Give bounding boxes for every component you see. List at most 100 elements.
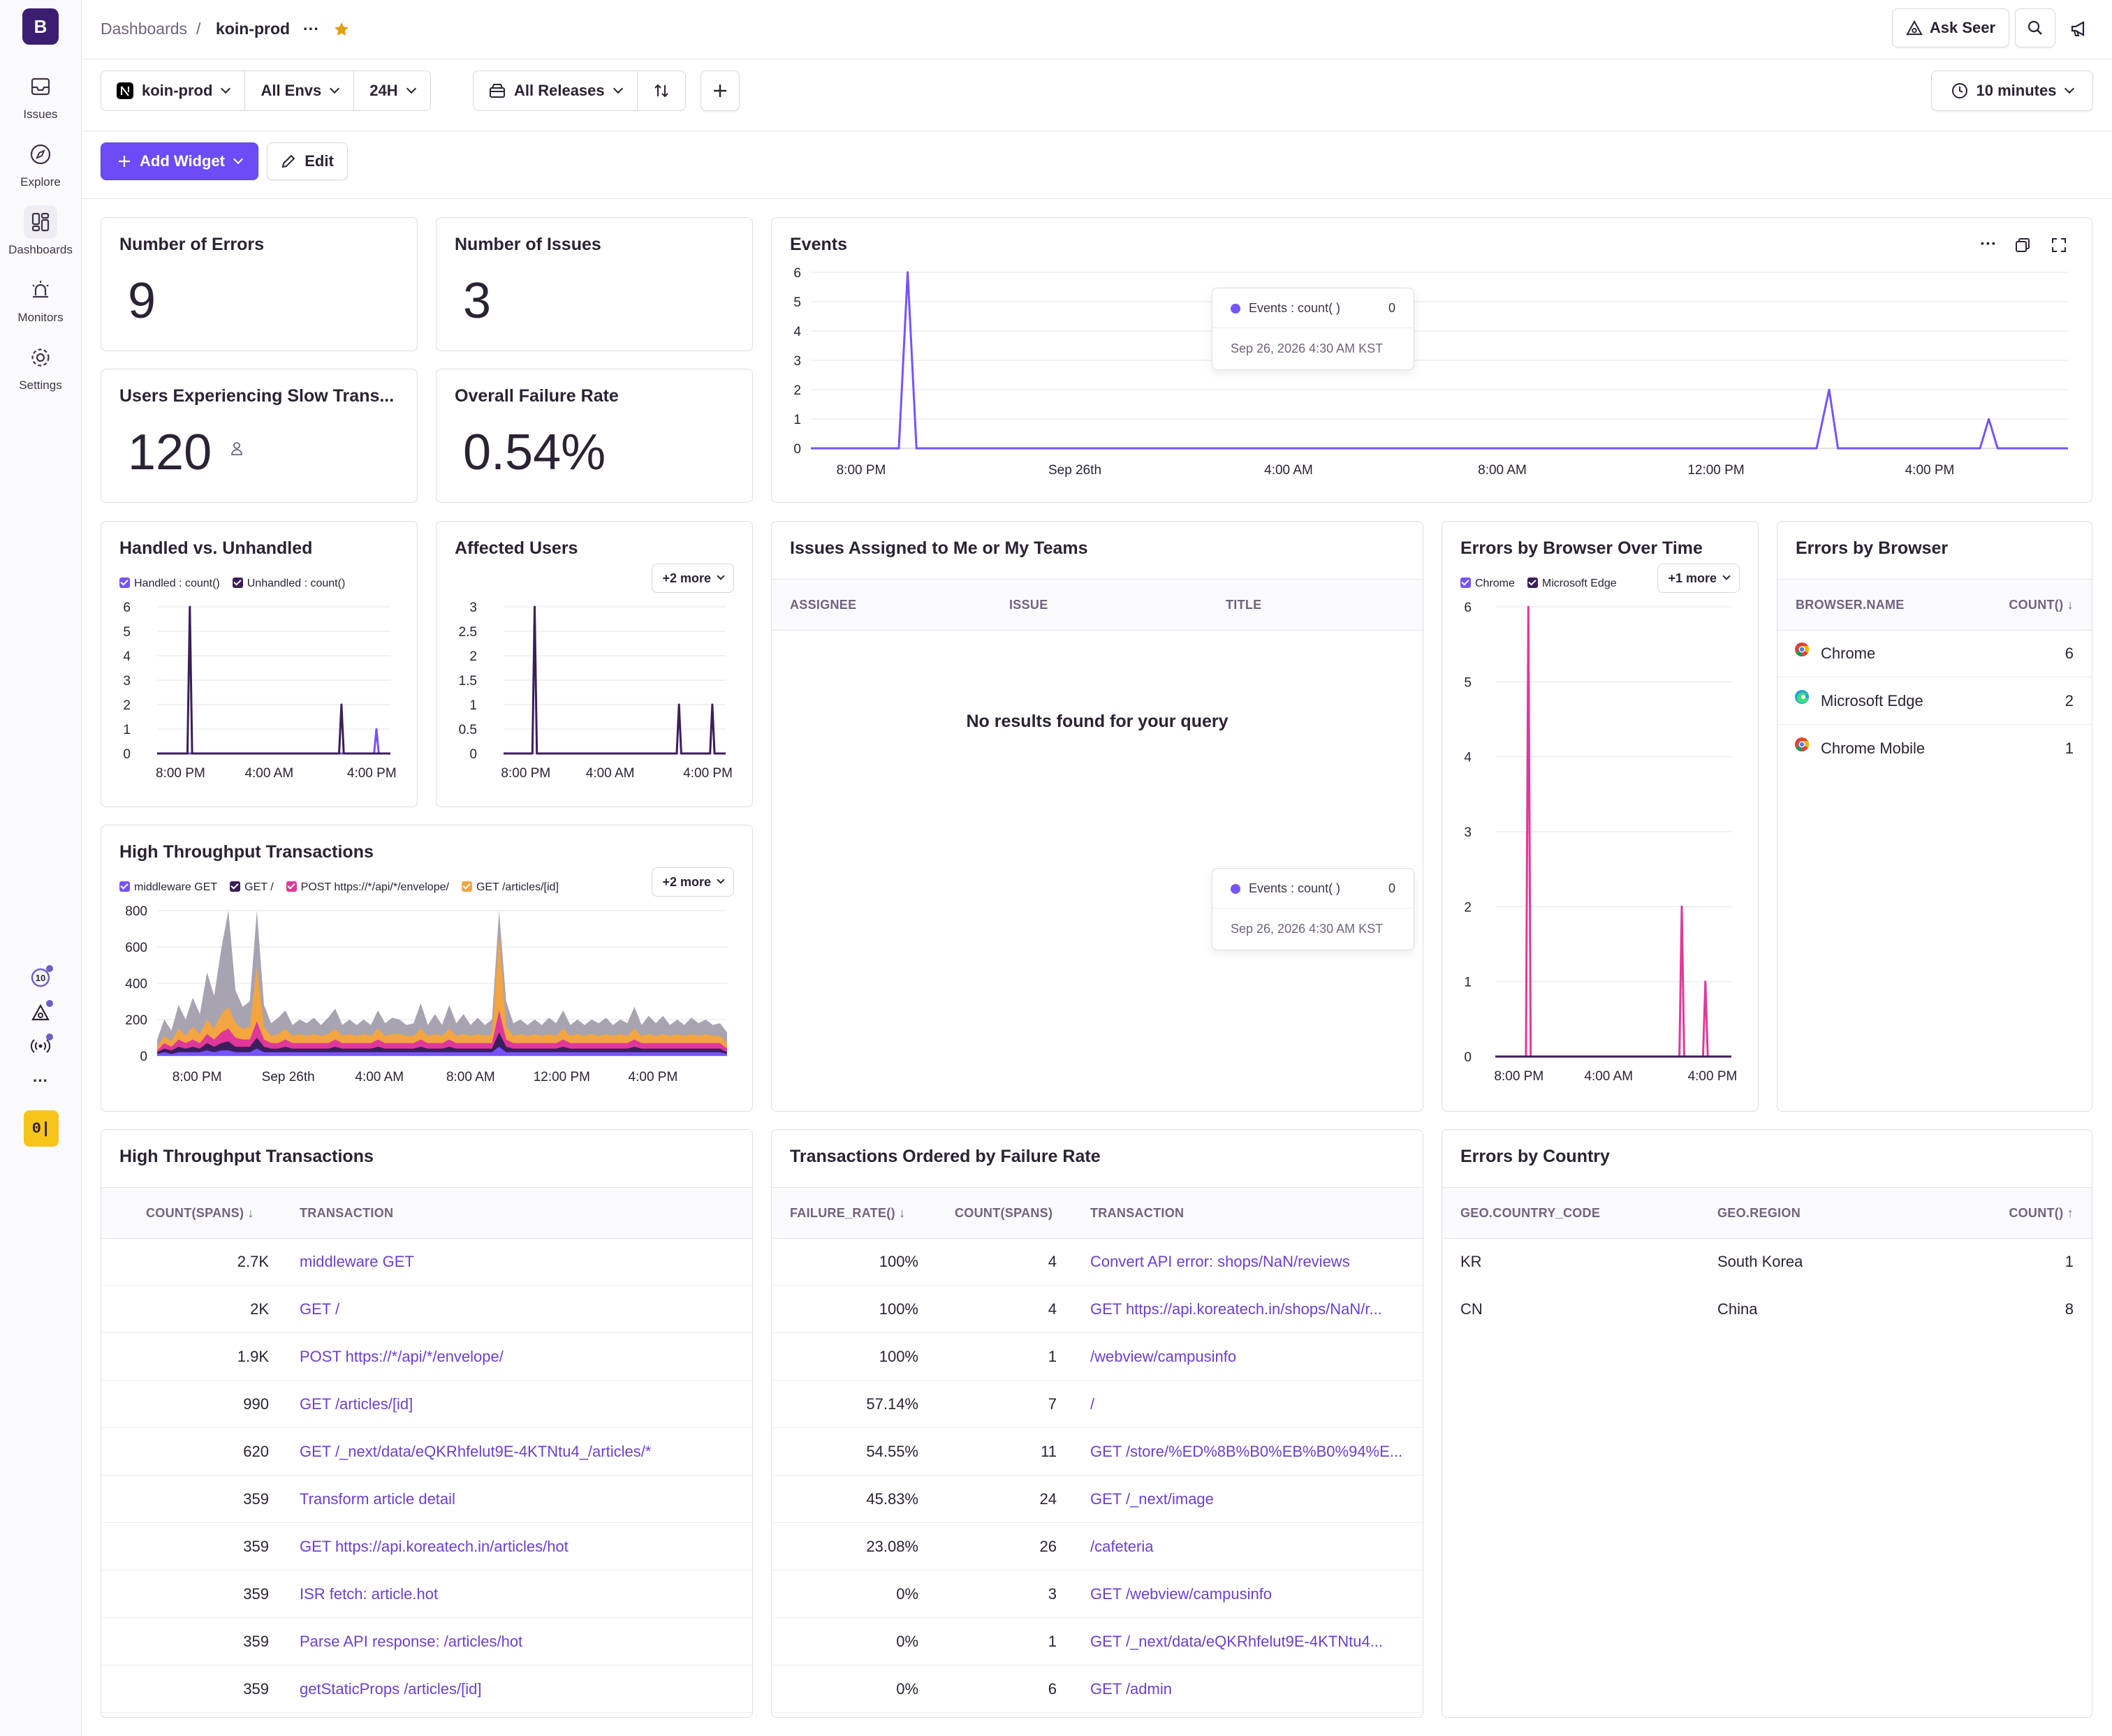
widget-errors-by-browser[interactable]: Errors by Browser BROWSER.NAME COUNT() ↓… [1777, 521, 2092, 1112]
widget-number-of-issues[interactable]: Number of Issues 3 [436, 217, 753, 351]
release-selector[interactable]: All Releases [474, 71, 638, 110]
legend-item[interactable]: middleware GET [119, 881, 217, 894]
transaction-link[interactable]: GET /articles/[id] [300, 1395, 413, 1413]
broadcasts-button[interactable] [24, 1032, 57, 1060]
duplicate-icon[interactable] [2015, 237, 2030, 253]
column-header[interactable]: ISSUE [1009, 598, 1048, 612]
user-avatar[interactable]: 0| [24, 1110, 59, 1147]
transaction-link[interactable]: middleware GET [300, 1253, 414, 1270]
column-header[interactable]: GEO.COUNTRY_CODE [1460, 1206, 1601, 1220]
widget-affected-users[interactable]: Affected Users +2 more 0 0.5 1 1.5 2 2.5 3 8:00… [436, 521, 753, 807]
legend-more-button[interactable]: +1 more [1657, 564, 1740, 593]
column-header[interactable]: GEO.REGION [1717, 1206, 1801, 1220]
table-row[interactable]: Chrome Mobile 1 [1777, 724, 2092, 772]
environment-selector[interactable]: All Envs [245, 71, 355, 110]
more-button[interactable]: ··· [33, 1072, 48, 1089]
dashboard-menu-button[interactable]: ··· [303, 20, 319, 38]
add-filter-button[interactable] [701, 71, 740, 111]
widget-errors-by-country[interactable]: Errors by Country GEO.COUNTRY_CODE GEO.R… [1442, 1129, 2092, 1718]
sidebar-item-issues[interactable]: Issues [0, 70, 81, 122]
legend-item[interactable]: Handled : count() [119, 578, 220, 590]
legend-item[interactable]: POST https://*/api/*/envelope/ [286, 881, 449, 894]
auto-refresh-selector[interactable]: 10 minutes [1931, 71, 2093, 111]
column-header[interactable]: COUNT(SPANS) [955, 1206, 1053, 1220]
widget-overall-failure-rate[interactable]: Overall Failure Rate 0.54% [436, 369, 753, 503]
expand-icon[interactable] [2051, 237, 2067, 253]
widget-high-throughput-table[interactable]: High Throughput Transactions COUNT(SPANS… [101, 1129, 753, 1718]
table-row[interactable]: 359 getStaticProps /articles/[id] [101, 1665, 752, 1713]
table-row[interactable]: 0% 3 GET /webview/campusinfo [772, 1570, 1423, 1618]
transaction-link[interactable]: GET /admin [1090, 1680, 1172, 1698]
edit-dashboard-button[interactable]: Edit [267, 142, 348, 180]
org-avatar[interactable]: B [22, 8, 59, 45]
transaction-link[interactable]: GET /_next/data/eQKRhfelut9E-4KTNtu4_/ar… [300, 1443, 652, 1460]
widget-events[interactable]: Events ··· 0 1 2 3 4 5 6 8:00 PM Sep 26th 4:00 AM… [771, 217, 2092, 503]
table-row[interactable]: 2K GET / [101, 1285, 752, 1333]
table-row[interactable]: CN China 8 [1442, 1285, 2092, 1332]
column-header[interactable]: FAILURE_RATE() ↓ [790, 1206, 906, 1220]
table-row[interactable]: 23.08% 26/cafeteria [772, 1522, 1423, 1571]
transaction-link[interactable]: / [1090, 1395, 1095, 1413]
column-header[interactable]: COUNT() ↑ [2009, 1206, 2074, 1220]
table-row[interactable]: 359 Parse API response: /articles/hot [101, 1617, 752, 1665]
star-icon[interactable] [333, 21, 350, 38]
table-row[interactable]: Chrome 6 [1777, 629, 2092, 677]
transaction-link[interactable]: GET https://api.koreatech.in/shops/NaN/r… [1090, 1300, 1382, 1318]
table-row[interactable]: 45.83% 24 GET /_next/image [772, 1475, 1423, 1523]
widget-issues-assigned[interactable]: Issues Assigned to Me or My Teams ASSIGN… [771, 521, 1423, 1112]
table-row[interactable]: 100% 4 Convert API error: shops/NaN/review… [772, 1237, 1423, 1286]
sidebar-item-monitors[interactable]: Monitors [0, 273, 81, 325]
transaction-link[interactable]: Parse API response: /articles/hot [300, 1633, 523, 1650]
table-row[interactable]: 54.55% 11 GET /store/%ED%8B%B0%EB%B0%94%E.… [772, 1427, 1423, 1476]
date-range-selector[interactable]: 24H [354, 71, 430, 110]
transaction-link[interactable]: GET /_next/image [1090, 1490, 1214, 1508]
column-header[interactable]: COUNT(SPANS) ↓ [146, 1206, 254, 1220]
transaction-link[interactable]: Convert API error: shops/NaN/reviews [1090, 1253, 1350, 1270]
widget-high-throughput-chart[interactable]: High Throughput Transactions middleware … [101, 825, 753, 1112]
ask-seer-button[interactable]: Ask Seer [1892, 8, 2009, 47]
transaction-link[interactable]: GET /store/%ED%8B%B0%EB%B0%94%E... [1090, 1443, 1403, 1460]
widget-menu-button[interactable]: ··· [1980, 235, 1997, 253]
transaction-link[interactable]: GET /_next/data/eQKRhfelut9E-4KTNtu4... [1090, 1633, 1384, 1650]
breadcrumb-dashboards[interactable]: Dashboards [101, 20, 188, 38]
seer-nav-button[interactable] [24, 999, 57, 1027]
transaction-link[interactable]: GET /webview/campusinfo [1090, 1585, 1273, 1603]
table-row[interactable]: 57.14% 7 / [772, 1380, 1423, 1428]
transaction-link[interactable]: getStaticProps /articles/[id] [300, 1680, 482, 1698]
legend-item[interactable]: Unhandled : count() [232, 578, 345, 590]
legend-more-button[interactable]: +2 more [652, 867, 734, 897]
widget-errors-by-browser-over-time[interactable]: Errors by Browser Over Time Chrome Micro… [1442, 521, 1759, 1112]
table-row[interactable]: 1.9K POST https://*/api/*/envelope/ [101, 1332, 752, 1381]
column-header[interactable]: TRANSACTION [300, 1206, 394, 1220]
column-header[interactable]: COUNT() ↓ [2009, 598, 2074, 612]
column-header[interactable]: TITLE [1226, 598, 1262, 612]
project-selector[interactable]: koin-prod [101, 71, 246, 110]
transaction-link[interactable]: /cafeteria [1090, 1538, 1154, 1555]
transaction-link[interactable]: POST https://*/api/*/envelope/ [300, 1348, 504, 1365]
widget-handled-vs-unhandled[interactable]: Handled vs. Unhandled Handled : count() … [101, 521, 418, 807]
table-row[interactable]: 0% 1 GET /_next/data/eQKRhfelut9E-4KTNtu4.… [772, 1617, 1423, 1665]
column-header[interactable]: TRANSACTION [1090, 1206, 1185, 1220]
column-header[interactable]: ASSIGNEE [790, 598, 857, 612]
table-row[interactable]: 100% 1/webview/campusinfo [772, 1332, 1423, 1381]
sidebar-item-settings[interactable]: Settings [0, 341, 81, 392]
quota-button[interactable]: 10 [24, 964, 57, 992]
transaction-link[interactable]: ISR fetch: article.hot [300, 1585, 439, 1603]
table-row[interactable]: 359 ISR fetch: article.hot [101, 1570, 752, 1618]
megaphone-icon[interactable] [2069, 20, 2089, 38]
widget-failure-rate-table[interactable]: Transactions Ordered by Failure Rate FAI… [771, 1129, 1423, 1718]
widget-number-of-errors[interactable]: Number of Errors 9 [101, 217, 418, 351]
table-row[interactable]: 359 GET https://api.koreatech.in/articles… [101, 1522, 752, 1571]
legend-item[interactable]: Chrome [1460, 578, 1515, 590]
sidebar-item-explore[interactable]: Explore [0, 138, 81, 189]
transaction-link[interactable]: GET / [300, 1300, 340, 1318]
legend-item[interactable]: GET /articles/[id] [461, 881, 559, 894]
legend-item[interactable]: GET / [230, 881, 274, 894]
transaction-link[interactable]: Transform article detail [300, 1490, 455, 1508]
table-row[interactable]: 100% 4 GET https://api.koreatech.in/shops/… [772, 1285, 1423, 1333]
transaction-link[interactable]: /webview/campusinfo [1090, 1348, 1237, 1365]
widget-slow-transactions[interactable]: Users Experiencing Slow Trans... 120 [101, 369, 418, 503]
search-button[interactable] [2015, 8, 2055, 47]
table-row[interactable]: 990 GET /articles/[id] [101, 1380, 752, 1428]
table-row[interactable]: 2.7K middleware GET [101, 1237, 752, 1286]
